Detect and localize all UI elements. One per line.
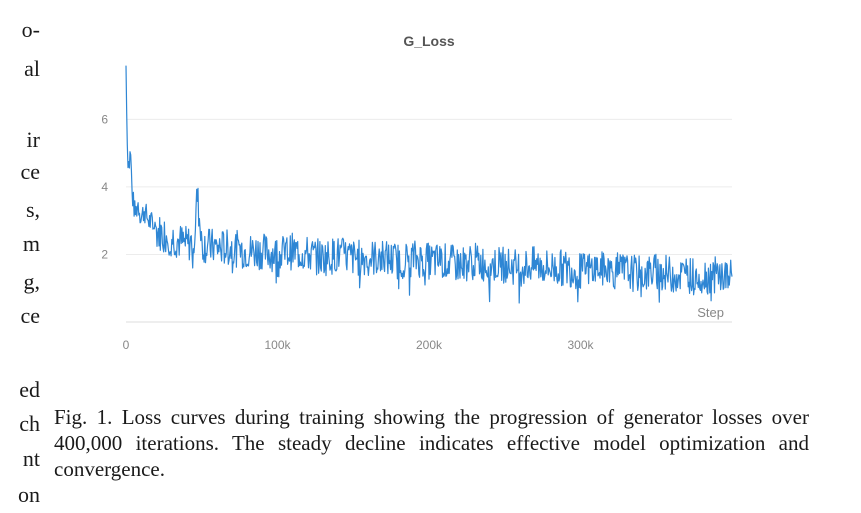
left-text-fragment: nt [22,446,40,471]
left-text-fragment: ce [20,159,40,184]
y-tick-label: 4 [101,180,108,194]
x-tick-label: 200k [416,338,443,352]
loss-series-line [125,65,733,304]
label-layer: 2 4 6 0 100k 200k 300k Step [101,112,724,352]
grid-layer [126,118,732,255]
left-text-fragment: o- [21,17,40,42]
series-layer [125,65,733,304]
x-tick-label: 0 [123,338,130,352]
left-text-fragment: ir [26,127,40,152]
chart-title: G_Loss [403,33,455,49]
figure-caption: Fig. 1. Loss curves during training show… [54,405,809,481]
left-text-fragment: ce [20,303,40,328]
y-tick-label: 6 [101,112,108,126]
y-tick-label: 2 [101,247,108,261]
left-text-fragment: on [18,482,40,507]
left-column-text: o- al ir ce s, m g, ce ed ch nt on [0,0,40,513]
left-text-fragment: s, [25,197,40,222]
left-text-fragment: g, [23,269,41,294]
x-tick-label: 300k [567,338,594,352]
left-text-fragment: al [24,56,40,81]
x-tick-label: 100k [264,338,291,352]
x-axis-label: Step [697,305,724,320]
left-text-fragment: ed [19,377,40,402]
left-text-fragment: m [22,231,40,256]
left-text-fragment: ch [19,411,40,436]
